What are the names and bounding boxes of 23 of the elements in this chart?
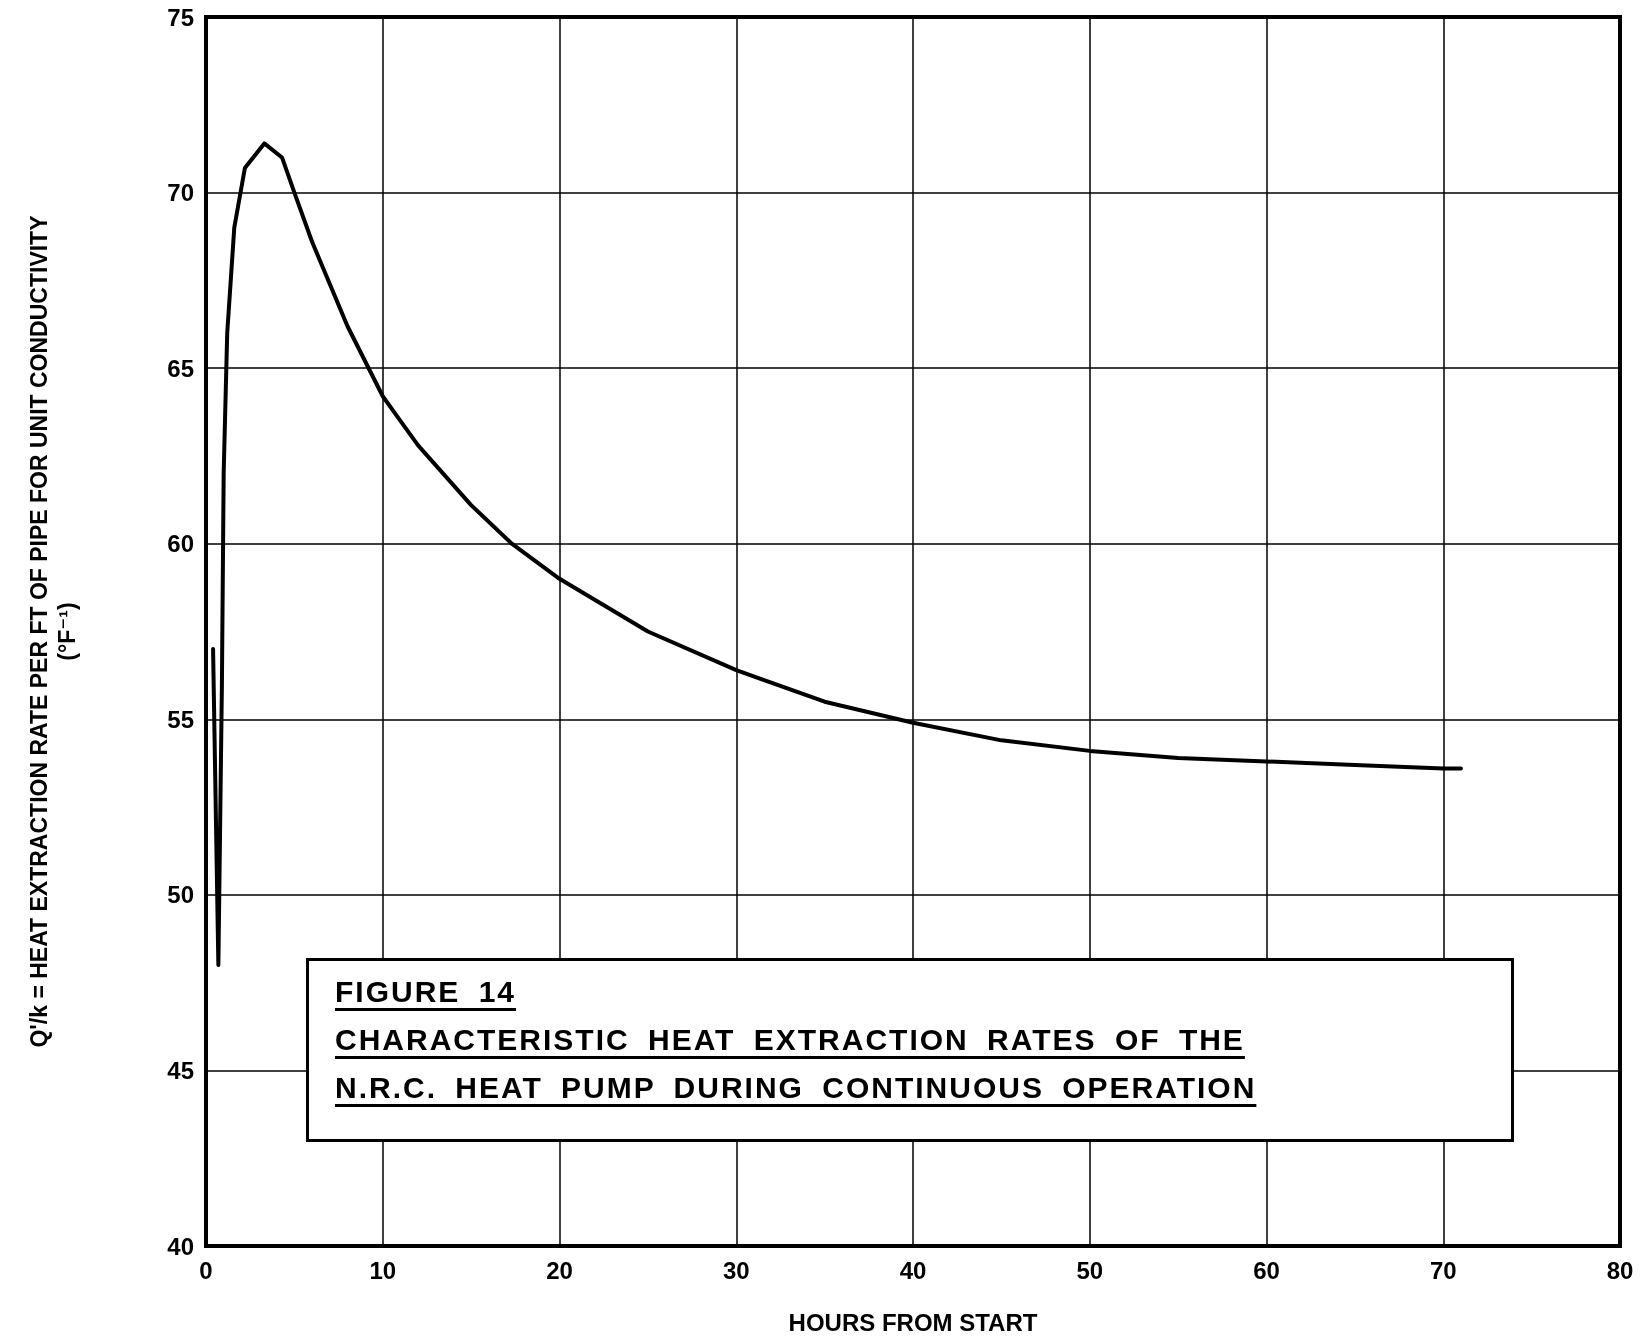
y-tick-label: 40 <box>167 1232 194 1260</box>
x-tick-label: 40 <box>899 1256 927 1284</box>
annotation: FIGURE 14 <box>335 975 517 1009</box>
y-tick-label: 65 <box>167 354 194 382</box>
y-tick-label: 50 <box>167 881 194 909</box>
x-tick-label: 10 <box>369 1256 397 1284</box>
y-tick-label: 60 <box>167 530 194 558</box>
y-tick-label: 55 <box>167 705 194 733</box>
caption-box: FIGURE 14 CHARACTERISTIC HEAT EXTRACTION RATES OF THE N.R.C. HEAT PUMP DURING CONTINUOUS OPERATION <box>306 958 1514 1142</box>
x-tick-label: 80 <box>1606 1256 1634 1284</box>
y-tick-label: 70 <box>167 179 194 207</box>
x-tick-label: 70 <box>1429 1256 1457 1284</box>
y-axis-title: Q'/k = HEAT EXTRACTION RATE PER FT OF PIPE FOR UNIT CONDUCTIVITY (°F⁻¹) <box>26 215 80 1048</box>
y-tick-label: 45 <box>167 1056 194 1084</box>
x-axis-title: HOURS FROM START <box>788 1308 1038 1336</box>
x-tick-label: 50 <box>1076 1256 1104 1284</box>
x-tick-label: 60 <box>1253 1256 1280 1284</box>
y-tick-label: 75 <box>167 3 194 31</box>
x-tick-label: 20 <box>546 1256 573 1284</box>
annotation: N.R.C. HEAT PUMP DURING CONTINUOUS OPERATION <box>335 1071 1257 1105</box>
annotation: CHARACTERISTIC HEAT EXTRACTION RATES OF THE <box>335 1023 1245 1057</box>
x-tick-label: 0 <box>199 1256 213 1284</box>
x-tick-label: 30 <box>722 1256 750 1284</box>
